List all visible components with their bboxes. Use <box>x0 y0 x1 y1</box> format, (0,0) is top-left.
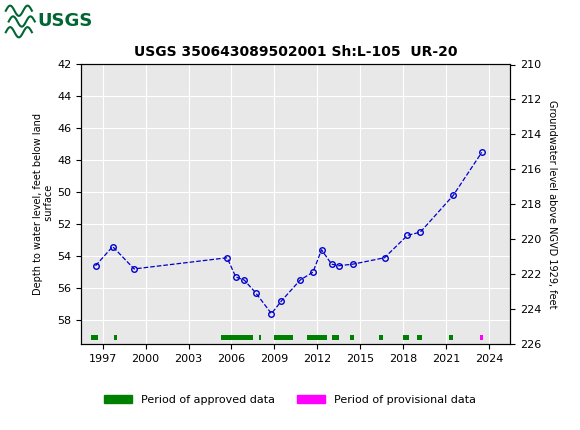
Text: USGS: USGS <box>38 12 93 31</box>
Y-axis label: Groundwater level above NGVD 1929, feet: Groundwater level above NGVD 1929, feet <box>547 100 557 308</box>
Y-axis label: Depth to water level, feet below land
 surface: Depth to water level, feet below land su… <box>33 113 55 295</box>
Legend: Period of approved data, Period of provisional data: Period of approved data, Period of provi… <box>100 390 480 409</box>
FancyBboxPatch shape <box>3 4 61 39</box>
Title: USGS 350643089502001 Sh:L-105  UR-20: USGS 350643089502001 Sh:L-105 UR-20 <box>134 45 458 59</box>
